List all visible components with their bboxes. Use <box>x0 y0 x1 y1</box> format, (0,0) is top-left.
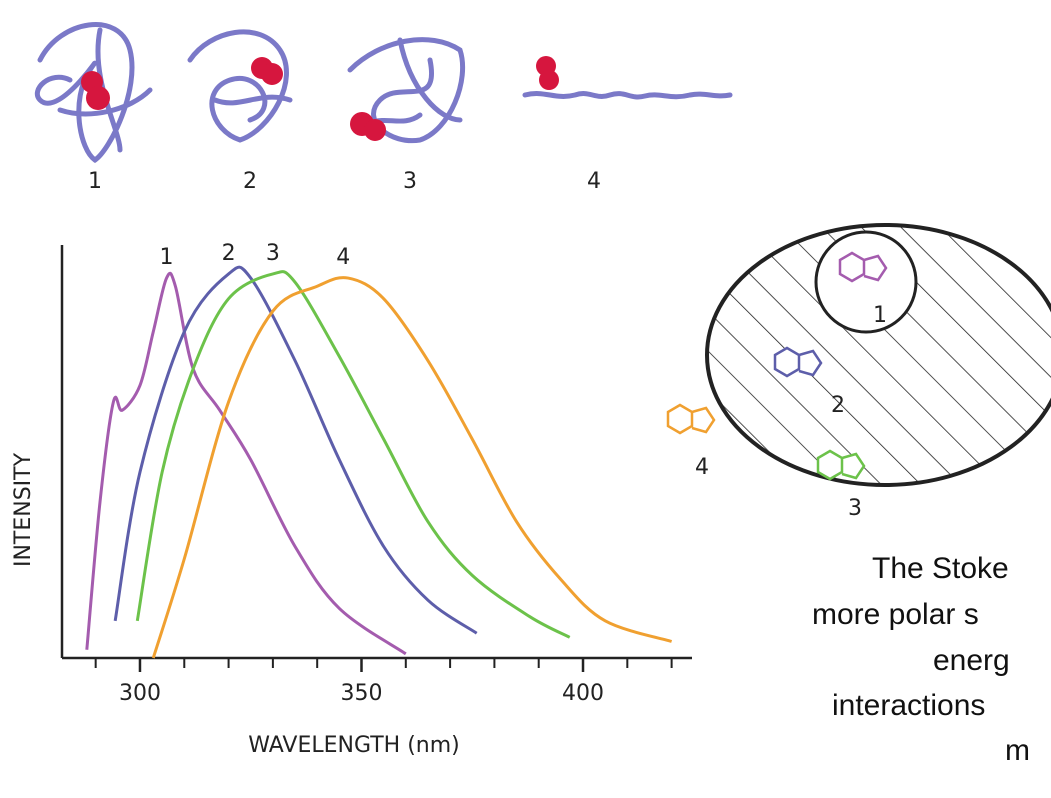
y-axis-label: INTENSITY <box>11 452 36 567</box>
diagram-label: 1 <box>873 303 887 328</box>
pocket <box>814 230 918 334</box>
x-axis-label: WAVELENGTH (nm) <box>248 733 460 758</box>
protein-label: 3 <box>403 169 417 194</box>
protein-2 <box>187 29 293 143</box>
x-tick-label: 300 <box>119 681 161 706</box>
slide-text: m <box>1005 734 1030 767</box>
protein-label: 4 <box>587 169 601 194</box>
slide-text: interactions <box>832 689 985 722</box>
chromophore <box>364 119 386 141</box>
chromophores <box>81 56 559 141</box>
slide-text: energ <box>933 644 1010 677</box>
series-label: 4 <box>336 245 350 270</box>
indole-3 <box>816 449 866 481</box>
indole-4 <box>666 403 716 435</box>
diagram-label: 2 <box>831 393 845 418</box>
chromophore <box>86 86 110 110</box>
protein-label: 2 <box>243 169 257 194</box>
chromophore <box>539 70 559 90</box>
protein-label: 1 <box>88 169 102 194</box>
indole-1 <box>838 251 888 283</box>
series-label: 2 <box>222 241 236 266</box>
series-line <box>135 270 571 639</box>
series-line <box>85 271 407 656</box>
series-line <box>151 276 673 659</box>
x-tick-label: 350 <box>340 681 382 706</box>
protein-body <box>705 223 1051 487</box>
chromophore <box>261 63 283 85</box>
solvation-diagram: 1 2 3 4 <box>666 223 1051 521</box>
plot: 300 350 400 1 2 3 4 <box>85 241 673 706</box>
x-tick-label: 400 <box>562 681 604 706</box>
protein-images <box>34 22 733 164</box>
slide-text: more polar s <box>812 598 979 631</box>
series-label: 3 <box>266 241 280 266</box>
slide-text: The Stoke <box>872 552 1009 585</box>
diagram-label: 3 <box>848 496 862 521</box>
diagram-label: 4 <box>695 455 709 480</box>
protein-4 <box>522 91 733 100</box>
series-label: 1 <box>160 245 174 270</box>
indole-2 <box>773 346 823 378</box>
series-line <box>113 265 478 635</box>
